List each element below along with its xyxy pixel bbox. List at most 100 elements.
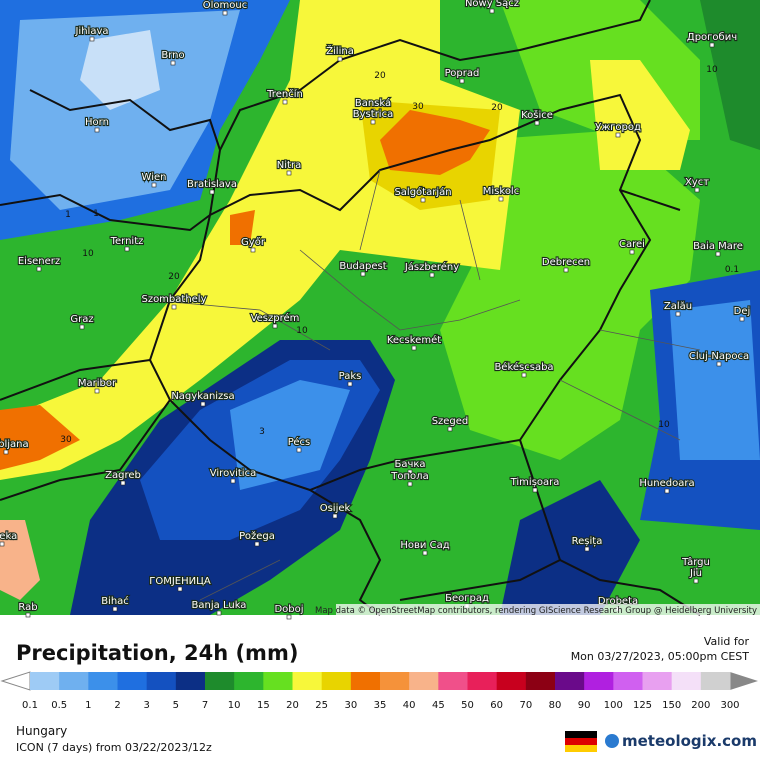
place-label: Хуст [685,177,709,188]
place-marker [94,127,100,133]
place-label: Ternitz [110,236,144,247]
place-marker [521,372,527,378]
legend-min-arrow [0,671,31,691]
place-label: Banja Luka [192,600,247,611]
place-label: Brno [161,50,184,61]
legend-swatch [438,672,468,690]
place-marker [151,182,157,188]
brand-logo [605,734,619,748]
place-label: Maribor [78,378,117,389]
legend-tick-label: 20 [286,700,299,711]
place-marker [675,311,681,317]
legend-tick-label: 50 [461,700,474,711]
place-marker [447,426,453,432]
place-marker [615,132,621,138]
place-label: Jihlava [74,26,108,37]
place-marker [170,60,176,66]
place-marker [532,487,538,493]
place-marker [0,541,5,547]
place-label: Banská [355,97,391,109]
place-marker [272,323,278,329]
place-marker [584,546,590,552]
place-label: Бачка [394,459,425,470]
place-marker [200,401,206,407]
attribution: Map data © OpenStreetMap contributors, r… [315,606,757,616]
legend-swatch [30,672,60,690]
place-label: Košice [521,109,553,121]
place-marker [629,249,635,255]
legend-panel: Precipitation, 24h (mm) Valid for Mon 03… [0,635,758,754]
place-label: Szombathely [141,294,206,305]
legend-swatch [642,672,673,690]
place-label: Wien [142,172,167,183]
place-marker [407,469,413,475]
place-label: Bihać [101,595,129,607]
place-label: Rijeka [0,531,17,542]
place-label: Ужгород [595,122,641,133]
place-marker [739,316,745,322]
place-label: Hunedoara [639,478,694,489]
contour-label: 10 [82,249,94,259]
legend-tick-label: 1 [85,700,91,711]
legend-swatch [409,672,439,690]
place-label: Târgu [681,556,710,568]
place-marker [337,56,343,62]
contour-label: 30 [60,435,72,445]
place-label: Београд [445,593,489,604]
legend-swatch [234,672,264,690]
flag [565,731,597,738]
place-label: Zalău [664,301,692,312]
legend-swatch [555,672,585,690]
legend-max-arrow [730,672,758,690]
legend-tick-label: 200 [691,700,710,711]
legend-tick-label: 60 [490,700,503,711]
legend-swatch [671,672,702,690]
place-marker [716,361,722,367]
place-marker [370,108,376,114]
legend-swatch [350,672,381,690]
legend-tick-label: 45 [432,700,445,711]
title: Precipitation, 24h (mm) [16,641,298,665]
place-marker [296,447,302,453]
legend-swatch [117,672,148,690]
place-marker [534,120,540,126]
legend-tick-label: 15 [257,700,270,711]
place-marker [407,481,413,487]
contour-label: 10 [658,420,670,430]
legend-tick-label: 80 [549,700,562,711]
place-marker [422,550,428,556]
place-label: Virovitica [210,468,256,479]
place-label: Carei [619,239,645,250]
place-label: Salgótarján [394,186,451,198]
legend-swatch [88,672,118,690]
place-marker [230,478,236,484]
place-label: Trenčín [266,88,303,100]
place-marker [25,612,31,618]
place-marker [498,196,504,202]
legend-swatch [146,672,177,690]
place-label: Szeged [432,416,469,427]
place-marker [332,513,338,519]
legend-swatch [525,672,556,690]
place-label: Kecskemét [387,334,441,346]
legend-tick-label: 3 [143,700,149,711]
legend-swatch [175,672,206,690]
place-label: Rab [18,602,37,613]
contour-label: 10 [706,65,718,75]
place-marker [112,606,118,612]
legend-swatch [263,672,293,690]
place-marker [250,247,256,253]
place-marker [693,578,699,584]
contour-label: 20 [374,71,386,81]
place-marker [282,99,288,105]
place-label: Veszprém [251,312,300,324]
attribution-bg [336,604,760,615]
place-label: Olomouc [203,0,247,11]
place-marker [360,271,366,277]
place-marker [94,388,100,394]
place-label: Timișoara [510,477,560,488]
place-label: Baia Mare [693,241,743,252]
place-label: Bystrica [353,109,393,120]
place-marker [429,272,435,278]
